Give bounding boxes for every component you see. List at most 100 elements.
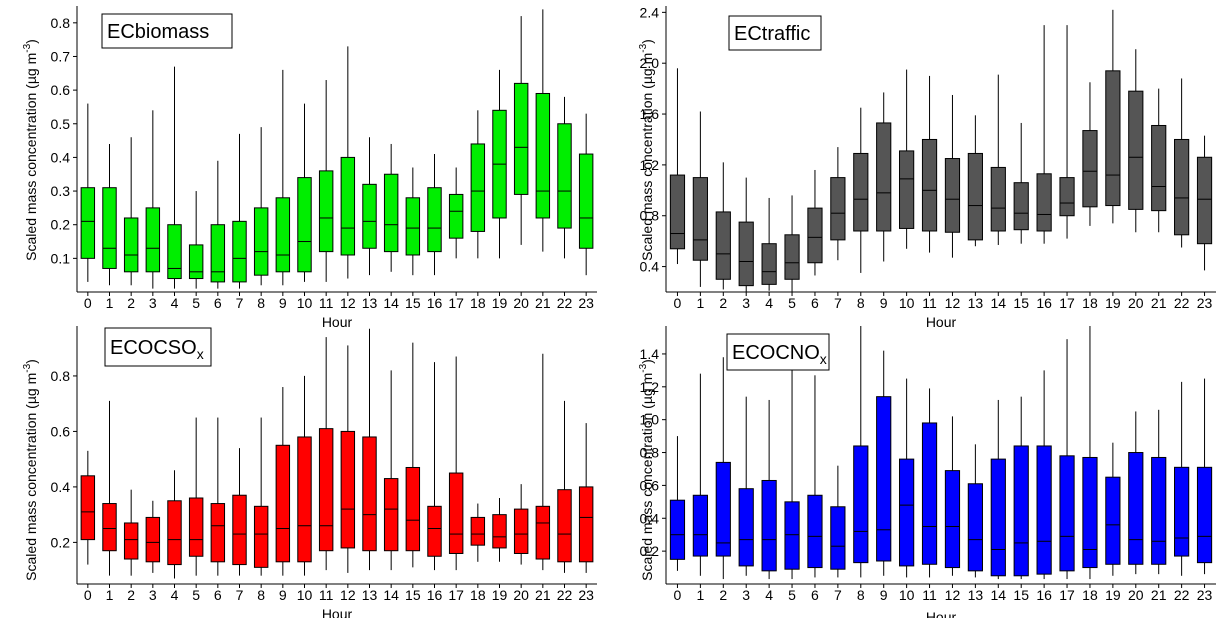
x-tick-label: 6 — [214, 587, 222, 603]
box-iqr — [123, 217, 139, 273]
y-tick-label: 2.4 — [640, 4, 660, 20]
box-iqr — [990, 166, 1006, 232]
box-hour-15 — [1013, 122, 1029, 244]
chart-title-main: ECbiomass — [107, 21, 209, 43]
y-axis-label: Scaled mass concentration (µg m-3) — [22, 359, 39, 581]
box-iqr — [1013, 182, 1029, 231]
box-iqr — [853, 445, 869, 564]
y-axis-label-main: Scaled mass concentration (µg m — [23, 373, 39, 581]
box-iqr — [738, 221, 754, 287]
chart-panel-2: 0.20.40.60.80 1 2 3 4 5 6 7 8 9 10 11 12 13 14 15 16 17 18… — [22, 326, 597, 618]
box-iqr — [1036, 173, 1052, 232]
y-tick-label: 0.4 — [51, 149, 71, 165]
box-iqr — [427, 505, 442, 557]
box-iqr — [383, 478, 399, 552]
box-iqr — [921, 422, 938, 565]
x-tick-label: 18 — [1082, 295, 1098, 311]
x-tick-label: 4 — [765, 295, 773, 311]
y-tick-label: 0.8 — [640, 445, 660, 461]
x-tick-label: 21 — [535, 295, 551, 311]
x-tick-label: 10 — [899, 587, 915, 603]
y-tick-label: 0.2 — [640, 543, 660, 559]
x-tick-label: 1 — [106, 587, 114, 603]
box-hour-3 — [145, 110, 161, 289]
box-hour-1 — [102, 400, 117, 576]
y-axis-label-sup: -3 — [22, 43, 33, 52]
x-tick-label: 20 — [1128, 295, 1144, 311]
x-tick-label: 14 — [383, 295, 399, 311]
x-tick-label: 4 — [171, 587, 179, 603]
y-axis-label: Scaled mass concentration (µg m-3) — [638, 39, 655, 261]
box-hour-19 — [1105, 9, 1121, 224]
x-tick-label: 2 — [127, 587, 135, 603]
x-tick-label: 18 — [470, 587, 486, 603]
x-tick-label: 3 — [149, 295, 157, 311]
box-iqr — [470, 516, 486, 546]
x-tick-label: 12 — [945, 295, 961, 311]
box-hour-5 — [784, 195, 800, 292]
box-hour-17 — [1059, 339, 1075, 580]
y-tick-label: 0.5 — [51, 116, 71, 132]
box-iqr — [784, 234, 800, 280]
chart-title: ECOCSOx — [110, 337, 204, 362]
box-iqr — [275, 197, 291, 273]
box-hour-18 — [470, 110, 486, 259]
box-iqr — [470, 143, 486, 232]
x-tick-label: 11 — [319, 587, 334, 603]
box-hour-10 — [899, 69, 915, 249]
x-tick-label: 22 — [1174, 295, 1190, 311]
box-hour-20 — [1128, 49, 1144, 233]
box-hour-20 — [513, 484, 529, 565]
x-tick-label: 5 — [788, 587, 796, 603]
box-hour-9 — [876, 350, 892, 576]
y-tick-label: 0.6 — [51, 82, 71, 98]
x-tick-label: 8 — [257, 587, 265, 603]
box-hour-16 — [427, 154, 442, 276]
box-hour-0 — [80, 450, 96, 565]
box-hour-7 — [232, 448, 247, 576]
x-tick-label: 9 — [880, 587, 888, 603]
box-iqr — [253, 207, 269, 276]
box-hour-19 — [492, 69, 507, 259]
chart-title-box — [728, 15, 822, 51]
box-hour-0 — [669, 436, 686, 571]
x-tick-label: 7 — [236, 295, 244, 311]
box-hour-13 — [362, 137, 377, 276]
x-tick-label: 12 — [340, 295, 356, 311]
x-tick-label: 4 — [171, 295, 179, 311]
x-tick-label: 18 — [470, 295, 486, 311]
box-hour-17 — [448, 167, 464, 259]
y-tick-label: 0.8 — [51, 15, 71, 31]
x-tick-label: 22 — [557, 587, 573, 603]
box-hour-11 — [318, 80, 334, 282]
y-tick-label: 1.4 — [640, 346, 660, 362]
chart-title-main: ECOCSO — [110, 337, 197, 359]
box-iqr — [1105, 70, 1121, 207]
x-tick-label: 0 — [84, 587, 92, 603]
x-tick-label: 3 — [742, 587, 750, 603]
box-iqr — [340, 156, 356, 256]
box-hour-22 — [1174, 78, 1190, 248]
box-iqr — [145, 516, 161, 563]
x-tick-label: 23 — [578, 295, 594, 311]
box-iqr — [275, 444, 291, 563]
x-tick-label: 21 — [1151, 587, 1167, 603]
box-hour-22 — [557, 96, 572, 259]
x-tick-label: 12 — [340, 587, 356, 603]
box-hour-16 — [427, 362, 442, 571]
x-tick-label: 3 — [149, 587, 157, 603]
box-iqr — [967, 152, 983, 241]
y-axis-label-close: ) — [639, 39, 655, 44]
box-hour-8 — [253, 417, 269, 576]
box-hour-10 — [899, 378, 915, 578]
box-hour-6 — [210, 160, 226, 289]
box-hour-4 — [761, 399, 777, 580]
x-axis-label: Hour — [926, 314, 957, 330]
x-tick-label: 5 — [192, 295, 200, 311]
x-tick-label: 6 — [214, 295, 222, 311]
box-iqr — [715, 211, 731, 280]
y-tick-label: 0.4 — [51, 479, 71, 495]
box-iqr — [578, 153, 594, 249]
box-hour-7 — [830, 147, 846, 261]
x-tick-label: 14 — [383, 587, 399, 603]
